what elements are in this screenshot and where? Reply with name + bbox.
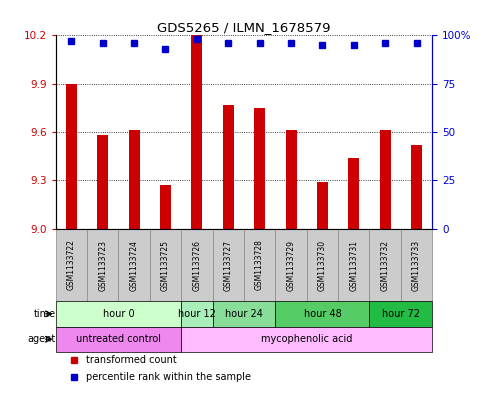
Text: GSM1133730: GSM1133730 <box>318 240 327 291</box>
Text: hour 24: hour 24 <box>225 309 263 319</box>
FancyBboxPatch shape <box>213 301 275 327</box>
FancyBboxPatch shape <box>181 301 213 327</box>
FancyBboxPatch shape <box>56 301 181 327</box>
Text: hour 48: hour 48 <box>303 309 341 319</box>
FancyBboxPatch shape <box>118 229 150 301</box>
FancyBboxPatch shape <box>307 229 338 301</box>
FancyBboxPatch shape <box>56 327 181 352</box>
Text: GSM1133726: GSM1133726 <box>192 240 201 290</box>
Bar <box>66 84 77 229</box>
Title: GDS5265 / ILMN_1678579: GDS5265 / ILMN_1678579 <box>157 21 331 34</box>
Text: GSM1133724: GSM1133724 <box>129 240 139 290</box>
Bar <box>348 158 359 229</box>
Text: percentile rank within the sample: percentile rank within the sample <box>85 372 251 382</box>
Bar <box>223 105 234 229</box>
Text: transformed count: transformed count <box>85 355 176 365</box>
Text: time: time <box>33 309 56 319</box>
Text: GSM1133723: GSM1133723 <box>98 240 107 290</box>
Text: GSM1133733: GSM1133733 <box>412 240 421 291</box>
Bar <box>411 145 422 229</box>
Bar <box>128 130 140 229</box>
Bar <box>254 108 265 229</box>
Text: mycophenolic acid: mycophenolic acid <box>261 334 353 344</box>
Bar <box>285 130 297 229</box>
FancyBboxPatch shape <box>275 301 369 327</box>
Text: GSM1133729: GSM1133729 <box>286 240 296 290</box>
FancyBboxPatch shape <box>244 229 275 301</box>
FancyBboxPatch shape <box>338 229 369 301</box>
FancyBboxPatch shape <box>87 229 118 301</box>
Text: GSM1133732: GSM1133732 <box>381 240 390 290</box>
Bar <box>191 35 202 229</box>
Text: hour 12: hour 12 <box>178 309 216 319</box>
Bar <box>317 182 328 229</box>
Bar <box>160 185 171 229</box>
FancyBboxPatch shape <box>401 229 432 301</box>
FancyBboxPatch shape <box>56 229 87 301</box>
Text: agent: agent <box>28 334 56 344</box>
FancyBboxPatch shape <box>150 229 181 301</box>
FancyBboxPatch shape <box>181 229 213 301</box>
Text: GSM1133722: GSM1133722 <box>67 240 76 290</box>
Bar <box>97 135 108 229</box>
FancyBboxPatch shape <box>213 229 244 301</box>
Text: GSM1133728: GSM1133728 <box>255 240 264 290</box>
Text: GSM1133725: GSM1133725 <box>161 240 170 290</box>
Text: untreated control: untreated control <box>76 334 161 344</box>
FancyBboxPatch shape <box>181 327 432 352</box>
Bar <box>380 130 391 229</box>
Text: GSM1133731: GSM1133731 <box>349 240 358 290</box>
Text: hour 72: hour 72 <box>382 309 420 319</box>
Text: GSM1133727: GSM1133727 <box>224 240 233 290</box>
FancyBboxPatch shape <box>369 301 432 327</box>
Text: hour 0: hour 0 <box>102 309 134 319</box>
FancyBboxPatch shape <box>275 229 307 301</box>
FancyBboxPatch shape <box>369 229 401 301</box>
